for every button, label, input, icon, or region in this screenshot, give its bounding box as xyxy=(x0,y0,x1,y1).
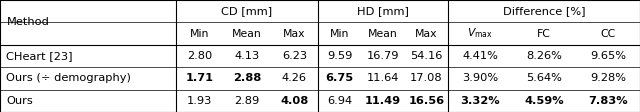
Text: 4.26: 4.26 xyxy=(282,73,307,83)
Text: 5.64%: 5.64% xyxy=(526,73,562,83)
Text: 1.93: 1.93 xyxy=(187,96,212,106)
Text: Max: Max xyxy=(415,29,438,39)
Text: 3.32%: 3.32% xyxy=(460,96,500,106)
Text: 11.64: 11.64 xyxy=(367,73,399,83)
Text: 9.65%: 9.65% xyxy=(590,51,626,61)
Text: 7.83%: 7.83% xyxy=(588,96,628,106)
Text: 3.90%: 3.90% xyxy=(462,73,498,83)
Text: 4.59%: 4.59% xyxy=(524,96,564,106)
Text: 8.26%: 8.26% xyxy=(526,51,562,61)
Text: 11.49: 11.49 xyxy=(365,96,401,106)
Text: 54.16: 54.16 xyxy=(410,51,442,61)
Text: 6.23: 6.23 xyxy=(282,51,307,61)
Text: CD [mm]: CD [mm] xyxy=(221,6,273,16)
Text: Max: Max xyxy=(283,29,306,39)
Text: 2.80: 2.80 xyxy=(187,51,212,61)
Text: 2.89: 2.89 xyxy=(234,96,260,106)
Text: 4.08: 4.08 xyxy=(280,96,308,106)
Text: Ours (÷ demography): Ours (÷ demography) xyxy=(6,73,131,83)
Text: CHeart [23]: CHeart [23] xyxy=(6,51,73,61)
Text: FC: FC xyxy=(537,29,551,39)
Text: Min: Min xyxy=(330,29,349,39)
Text: 2.88: 2.88 xyxy=(233,73,261,83)
Text: 16.79: 16.79 xyxy=(367,51,399,61)
Text: 9.59: 9.59 xyxy=(327,51,353,61)
Text: 16.56: 16.56 xyxy=(408,96,444,106)
Text: 6.75: 6.75 xyxy=(326,73,354,83)
Text: Mean: Mean xyxy=(232,29,262,39)
Text: 9.28%: 9.28% xyxy=(590,73,626,83)
Text: 4.41%: 4.41% xyxy=(462,51,498,61)
Text: HD [mm]: HD [mm] xyxy=(357,6,409,16)
Text: 4.13: 4.13 xyxy=(234,51,260,61)
Text: 17.08: 17.08 xyxy=(410,73,443,83)
Text: Mean: Mean xyxy=(368,29,398,39)
Text: 6.94: 6.94 xyxy=(327,96,352,106)
Text: CC: CC xyxy=(600,29,616,39)
Text: Min: Min xyxy=(190,29,209,39)
Text: $V_{\mathrm{max}}$: $V_{\mathrm{max}}$ xyxy=(467,27,493,41)
Text: 1.71: 1.71 xyxy=(186,73,214,83)
Text: Ours: Ours xyxy=(6,96,33,106)
Text: Difference [%]: Difference [%] xyxy=(503,6,585,16)
Text: Method: Method xyxy=(6,17,49,27)
